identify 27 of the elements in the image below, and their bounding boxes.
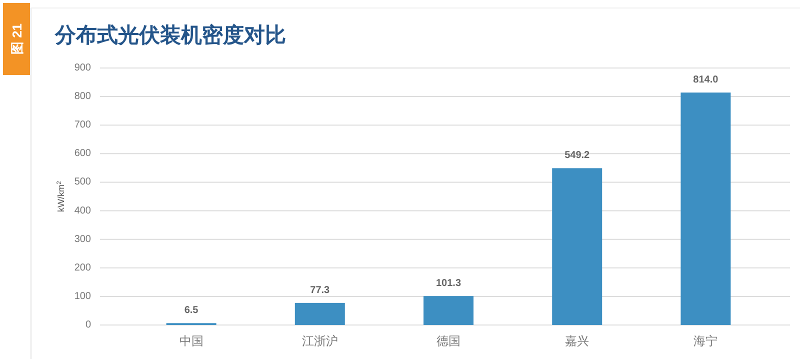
y-tick-label: 600 (74, 148, 92, 160)
y-tick-label: 900 (74, 62, 92, 74)
data-label: 549.2 (564, 150, 590, 162)
y-tick-label: 0 (85, 320, 92, 330)
x-tick-label: 中国 (179, 334, 204, 348)
bar (424, 296, 474, 325)
chart-title: 分布式光伏装机密度对比 (54, 23, 286, 47)
tab: 图 21 (3, 3, 30, 75)
data-label: 101.3 (436, 278, 462, 290)
y-tick-label: 300 (74, 234, 92, 245)
bar (552, 168, 602, 325)
x-tick-label: 德国 (436, 334, 460, 348)
y-tick-label: 200 (74, 262, 92, 274)
y-tick-label: 100 (74, 290, 92, 302)
x-tick-label: 海宁 (694, 334, 718, 348)
bar (294, 302, 345, 325)
data-label: 814.0 (693, 74, 719, 86)
caption: 图 21 (9, 23, 24, 55)
bar (680, 92, 731, 325)
y-tick-label: 400 (74, 205, 92, 216)
x-tick-label: 嘉兴 (565, 334, 590, 348)
x-tick-label: 江浙沪 (302, 334, 338, 348)
y-tick-label: 500 (74, 176, 92, 188)
y-tick-label: 800 (74, 91, 92, 102)
data-label: 6.5 (184, 305, 199, 316)
data-label: 77.3 (310, 284, 330, 296)
y-tick-label: 700 (74, 120, 92, 131)
